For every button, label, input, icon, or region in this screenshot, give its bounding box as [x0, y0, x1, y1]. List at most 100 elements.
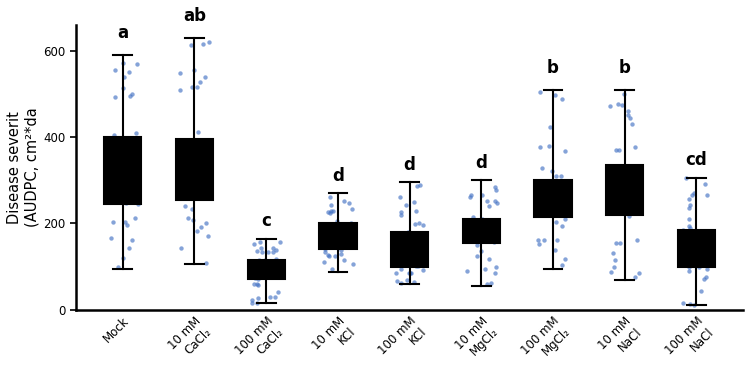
Point — [192, 129, 204, 135]
Point — [341, 244, 353, 250]
Point — [561, 184, 573, 190]
Point — [321, 242, 333, 248]
Point — [409, 240, 421, 246]
Point — [470, 254, 482, 260]
Point — [338, 227, 350, 233]
Point — [118, 74, 130, 80]
Point — [533, 241, 545, 247]
Point — [334, 222, 346, 228]
Point — [186, 139, 198, 145]
Point — [325, 210, 337, 216]
Point — [682, 239, 694, 245]
Point — [246, 297, 258, 303]
Point — [555, 173, 567, 179]
Point — [622, 209, 634, 215]
Point — [199, 74, 211, 80]
Point — [628, 165, 640, 171]
Point — [109, 94, 121, 100]
Point — [111, 153, 123, 159]
Point — [490, 198, 502, 204]
Point — [175, 70, 187, 76]
Point — [256, 259, 268, 265]
Text: d: d — [404, 156, 416, 174]
Point — [692, 228, 703, 234]
Point — [110, 188, 122, 194]
Point — [607, 172, 619, 178]
Point — [688, 302, 700, 308]
Point — [178, 179, 190, 185]
Point — [119, 219, 131, 225]
Point — [548, 202, 560, 208]
Point — [682, 196, 694, 202]
Point — [476, 236, 488, 242]
Point — [338, 225, 350, 231]
Point — [412, 264, 424, 270]
Point — [411, 242, 423, 248]
Point — [124, 93, 136, 99]
Point — [607, 250, 619, 256]
Point — [618, 207, 630, 213]
Point — [252, 295, 264, 301]
Point — [201, 142, 213, 148]
Point — [319, 249, 331, 255]
Point — [196, 145, 208, 151]
Point — [551, 237, 563, 243]
Point — [345, 236, 357, 242]
Point — [256, 249, 268, 255]
Point — [269, 248, 281, 254]
Point — [394, 280, 406, 286]
Point — [684, 225, 696, 231]
Point — [618, 185, 630, 191]
Point — [476, 236, 488, 242]
Point — [476, 192, 488, 198]
Point — [106, 158, 118, 164]
Point — [404, 270, 416, 276]
Point — [622, 210, 634, 216]
Point — [176, 183, 188, 189]
Point — [633, 270, 645, 276]
Point — [262, 259, 274, 265]
Point — [116, 163, 128, 169]
Point — [107, 219, 119, 225]
Point — [677, 227, 689, 233]
Point — [699, 243, 711, 249]
Point — [678, 251, 690, 257]
Point — [461, 227, 473, 233]
Point — [394, 194, 406, 200]
Point — [186, 84, 198, 90]
Point — [680, 176, 692, 181]
Point — [338, 198, 350, 204]
Point — [248, 242, 259, 248]
Point — [544, 190, 556, 196]
Point — [481, 198, 493, 204]
Point — [684, 302, 696, 307]
Point — [615, 171, 627, 177]
Point — [544, 124, 556, 130]
Point — [398, 246, 410, 252]
Point — [130, 137, 142, 143]
Point — [683, 268, 695, 274]
Point — [262, 249, 274, 255]
Point — [401, 230, 413, 236]
Point — [123, 136, 135, 142]
Point — [325, 208, 337, 214]
Point — [266, 273, 278, 279]
Point — [481, 281, 493, 287]
Point — [702, 229, 714, 235]
Point — [684, 202, 696, 208]
Point — [129, 214, 141, 220]
Point — [194, 150, 206, 156]
Point — [254, 267, 266, 273]
Point — [616, 102, 628, 108]
Point — [256, 245, 268, 251]
Point — [692, 237, 704, 243]
Point — [610, 240, 622, 246]
Point — [322, 254, 334, 260]
Point — [555, 204, 567, 210]
Point — [632, 180, 644, 186]
Point — [113, 136, 125, 142]
Point — [461, 268, 473, 274]
Point — [698, 261, 709, 267]
Point — [622, 213, 634, 219]
Point — [320, 225, 332, 231]
